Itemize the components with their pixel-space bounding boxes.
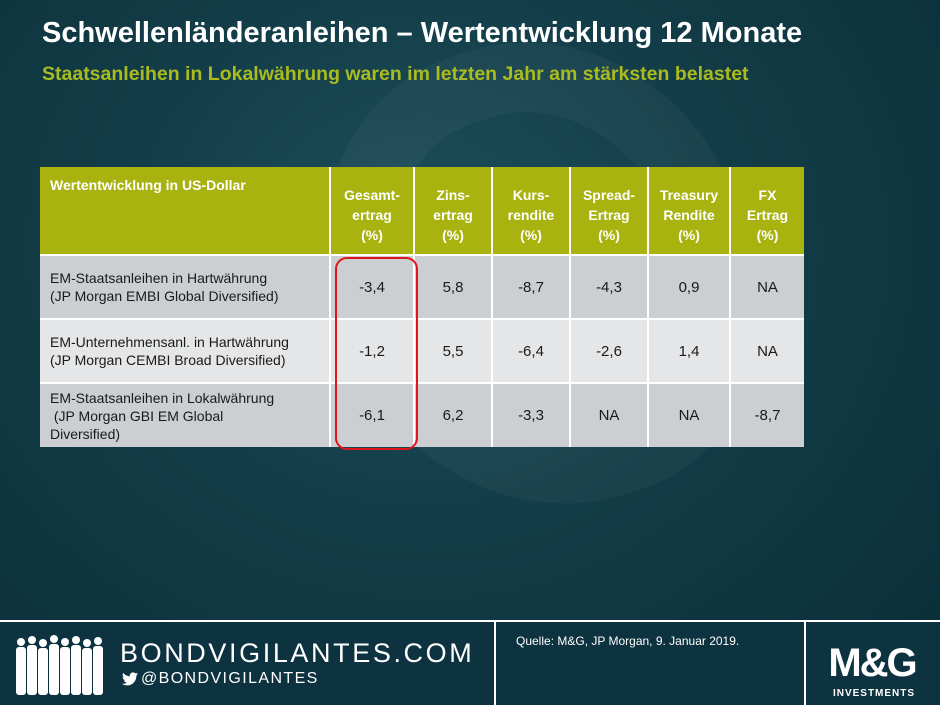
table-header-row: Wertentwicklung in US-Dollar Gesamt- ert… [40, 167, 804, 255]
header-line: Kurs- [512, 187, 550, 203]
page-title: Schwellenländeranleihen – Wertentwicklun… [42, 17, 803, 49]
highlight-box-gesamtertrag [335, 257, 418, 450]
header-line: ertrag [433, 207, 473, 223]
row-label-line: (JP Morgan EMBI Global Diversified) [50, 288, 279, 304]
value-cell: -8,7 [492, 254, 571, 319]
header-line: FX [758, 187, 777, 203]
header-line: Spread- [582, 187, 636, 203]
header-line: Treasury [659, 187, 719, 203]
row-label-line: EM-Staatsanleihen in Hartwährung [50, 270, 268, 286]
value-cell: -6,4 [492, 318, 571, 383]
header-line: (%) [678, 227, 700, 243]
performance-table: Wertentwicklung in US-Dollar Gesamt- ert… [40, 167, 804, 447]
header-line: Zins- [436, 187, 470, 203]
value-cell: 0,9 [648, 254, 731, 319]
page-subtitle: Staatsanleihen in Lokalwährung waren im … [42, 63, 749, 85]
value-cell: NA [730, 318, 804, 383]
row-label-line: EM-Staatsanleihen in Lokalwährung [50, 389, 275, 406]
header-cell-gesamtertrag: Gesamt- ertrag (%) [330, 167, 415, 255]
value-cell: NA [648, 382, 731, 447]
logo-text: M&G [828, 641, 915, 685]
header-line: (%) [598, 227, 620, 243]
row-label: EM-Staatsanleihen in Hartwährung (JP Mor… [40, 254, 331, 319]
header-line: (%) [520, 227, 542, 243]
value-cell: -6,1 [330, 382, 415, 447]
value-cell: -1,2 [330, 318, 415, 383]
header-cell-spread-ertrag: Spread- Ertrag (%) [570, 167, 649, 255]
footer-bar: BONDVIGILANTES.COM @BONDVIGILANTES Quell… [0, 620, 940, 705]
mg-investments-logo: M&G INVESTMENTS [828, 641, 917, 699]
header-line: ertrag [352, 207, 392, 223]
value-cell: 6,2 [414, 382, 493, 447]
twitter-handle: @BONDVIGILANTES [141, 670, 319, 687]
brand-name[interactable]: BONDVIGILANTES.COM [120, 638, 475, 668]
header-cell-fx-ertrag: FX Ertrag (%) [730, 167, 804, 255]
header-line: Ertrag [746, 207, 789, 223]
value-cell: NA [570, 382, 649, 447]
footer-divider [494, 622, 496, 705]
table-row: EM-Staatsanleihen in Lokalwährung (JP Mo… [40, 382, 804, 447]
row-label-line: (JP Morgan GBI EM Global [50, 407, 224, 424]
twitter-bird-icon [122, 672, 138, 686]
table-row: EM-Staatsanleihen in Hartwährung (JP Mor… [40, 254, 804, 319]
value-cell: 1,4 [648, 318, 731, 383]
value-cell: -3,3 [492, 382, 571, 447]
logo-subtext: INVESTMENTS [833, 688, 915, 699]
twitter-handle-row[interactable]: @BONDVIGILANTES [122, 670, 319, 688]
row-label: EM-Staatsanleihen in Lokalwährung (JP Mo… [40, 382, 331, 447]
row-label-line: (JP Morgan CEMBI Broad Diversified) [50, 352, 286, 368]
value-cell: NA [730, 254, 804, 319]
people-silhouettes-icon [16, 635, 103, 695]
row-label: EM-Unternehmensanl. in Hartwährung (JP M… [40, 318, 331, 383]
header-cell-treasury-rendite: Treasury Rendite (%) [648, 167, 731, 255]
value-cell: -8,7 [730, 382, 804, 447]
header-cell-kursrendite: Kurs- rendite (%) [492, 167, 571, 255]
header-line: (%) [442, 227, 464, 243]
value-cell: -4,3 [570, 254, 649, 319]
row-label-line: EM-Unternehmensanl. in Hartwährung [50, 334, 289, 350]
header-line: (%) [361, 227, 383, 243]
value-cell: 5,8 [414, 254, 493, 319]
value-cell: -2,6 [570, 318, 649, 383]
value-cell: -3,4 [330, 254, 415, 319]
header-cell-corner: Wertentwicklung in US-Dollar [40, 167, 331, 255]
row-label-line: Diversified) [50, 425, 121, 442]
header-line: (%) [756, 227, 779, 243]
table-row: EM-Unternehmensanl. in Hartwährung (JP M… [40, 318, 804, 383]
value-cell: 5,5 [414, 318, 493, 383]
header-line: rendite [507, 207, 555, 223]
footer-divider [804, 622, 806, 705]
header-cell-zinsertrag: Zins- ertrag (%) [414, 167, 493, 255]
header-line: Rendite [663, 207, 715, 223]
header-line: Gesamt- [343, 187, 401, 203]
header-line: Ertrag [588, 207, 630, 223]
source-note: Quelle: M&G, JP Morgan, 9. Januar 2019. [516, 634, 740, 648]
